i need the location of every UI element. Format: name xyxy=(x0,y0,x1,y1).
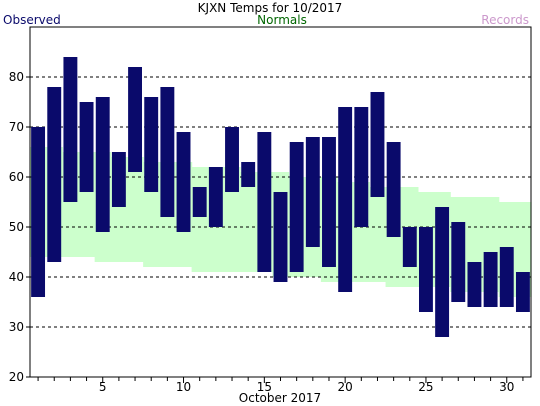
observed-bar-day-15 xyxy=(257,132,272,272)
observed-bar-day-7 xyxy=(128,67,142,172)
observed-bar-day-29 xyxy=(483,252,498,307)
observed-bar-day-9 xyxy=(160,87,175,217)
observed-bar-day-18 xyxy=(305,137,320,247)
observed-bar-day-12 xyxy=(208,167,223,227)
observed-bar-day-13 xyxy=(225,127,239,192)
observed-bar-day-1 xyxy=(31,127,46,297)
observed-bar-day-2 xyxy=(47,87,62,262)
observed-bar-day-4 xyxy=(79,102,94,192)
observed-bar-day-6 xyxy=(111,152,126,207)
x-tick-label-15: 15 xyxy=(257,380,272,394)
observed-bar-day-26 xyxy=(435,207,450,337)
observed-bar-day-30 xyxy=(499,247,514,307)
legend-records: Records xyxy=(481,13,529,27)
chart-title: KJXN Temps for 10/2017 xyxy=(198,1,343,15)
normals-band-day-7 xyxy=(126,157,144,262)
x-tick-label-5: 5 xyxy=(99,380,107,394)
plot-area: 20 30 40 50 60 70 80 5 10 15 20 25 30 xyxy=(9,26,532,394)
normals-band-day-11 xyxy=(191,167,209,272)
observed-bar-day-19 xyxy=(322,137,336,267)
observed-bar-day-20 xyxy=(338,107,353,292)
legend-observed: Observed xyxy=(3,13,61,27)
observed-bar-day-3 xyxy=(63,57,78,202)
normals-band-day-22 xyxy=(369,187,387,282)
legend-normals: Normals xyxy=(257,13,307,27)
observed-bar-day-17 xyxy=(289,142,304,272)
observed-bar-day-5 xyxy=(95,97,110,232)
observed-bar-day-23 xyxy=(386,142,401,237)
normals-band-day-14 xyxy=(240,172,257,272)
observed-bar-day-24 xyxy=(402,227,417,267)
observed-bar-day-11 xyxy=(192,187,207,217)
x-tick-label-20: 20 xyxy=(338,380,353,394)
x-tick-label-25: 25 xyxy=(418,380,433,394)
observed-bar-day-8 xyxy=(144,97,159,192)
y-tick-label-60: 60 xyxy=(9,170,24,184)
observed-bar-day-25 xyxy=(419,227,433,312)
y-tick-label-20: 20 xyxy=(9,370,24,384)
y-tick-label-40: 40 xyxy=(9,270,24,284)
y-tick-label-80: 80 xyxy=(9,70,24,84)
y-tick-label-30: 30 xyxy=(9,320,24,334)
y-tick-label-50: 50 xyxy=(9,220,24,234)
observed-bar-day-21 xyxy=(354,107,369,227)
observed-bar-day-28 xyxy=(467,262,482,307)
observed-bar-day-27 xyxy=(451,222,466,302)
observed-bar-day-16 xyxy=(273,192,288,282)
x-tick-label-10: 10 xyxy=(176,380,191,394)
normals-band-day-13 xyxy=(223,167,241,272)
x-tick-label-30: 30 xyxy=(499,380,514,394)
x-axis-label: October 2017 xyxy=(239,391,321,405)
y-tick-label-70: 70 xyxy=(9,120,24,134)
observed-bar-day-31 xyxy=(515,272,530,312)
observed-bar-day-14 xyxy=(241,162,256,187)
observed-bar-day-10 xyxy=(176,132,191,232)
observed-bar-day-22 xyxy=(370,92,385,197)
